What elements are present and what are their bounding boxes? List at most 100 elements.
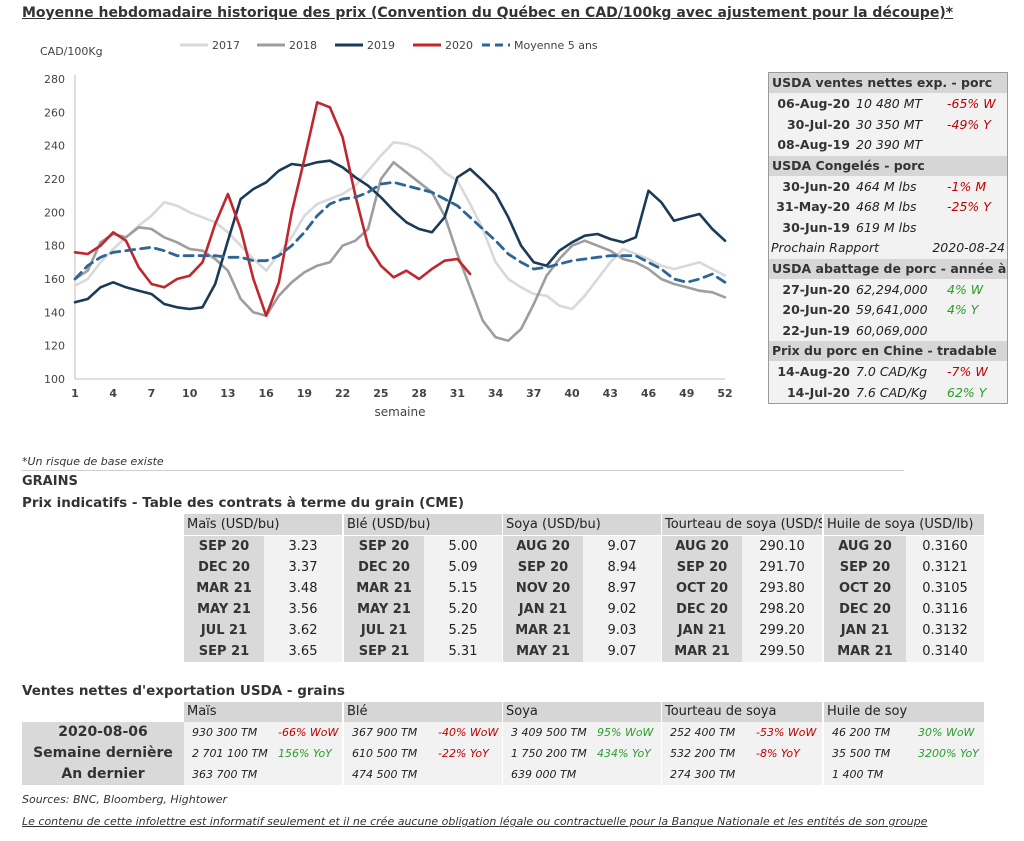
disclaimer-link[interactable]: Le contenu de cette infolettre est infor… xyxy=(22,815,928,828)
cme-contract-month: MAR 21 xyxy=(662,641,742,662)
exports-row-label: 2020-08-06 xyxy=(22,722,184,743)
cme-contract-month: MAR 21 xyxy=(344,578,424,599)
exports-cell: 252 400 TM -53% WoW xyxy=(662,722,822,743)
y-tick-label: 280 xyxy=(44,73,65,86)
cme-contract-month: MAY 21 xyxy=(184,599,264,620)
x-axis-label: semaine xyxy=(375,405,426,419)
usda-row: 30-Jul-20 30 350 MT -49% Y xyxy=(769,115,1007,135)
x-tick-label: 49 xyxy=(679,387,694,400)
exports-value: 1 750 200 TM xyxy=(511,747,587,760)
usda-row-value: 59,641,000 xyxy=(856,302,928,317)
legend-label: 2017 xyxy=(212,39,240,52)
exports-column-heading: Blé xyxy=(344,702,502,722)
cme-column-heading: Huile de soya (USD/lb) xyxy=(824,514,984,535)
usda-row-value: 468 M lbs xyxy=(856,199,917,214)
chart-title: Moyenne hebdomadaire historique des prix… xyxy=(22,5,954,21)
exports-cell: 46 200 TM 30% WoW xyxy=(824,722,984,743)
next-report-row: Prochain Rapport 2020-08-24 xyxy=(769,238,1007,258)
exports-row-label: Semaine dernière xyxy=(22,743,184,764)
cme-price: 293.80 xyxy=(742,578,822,599)
cme-price: 5.09 xyxy=(424,557,502,578)
exports-cell: 1 400 TM xyxy=(824,764,984,785)
usda-section-heading: Prix du porc en Chine - tradable xyxy=(769,341,1007,361)
exports-change: -53% WoW xyxy=(756,726,817,739)
exports-cell: 474 500 TM xyxy=(344,764,502,785)
exports-value: 363 700 TM xyxy=(192,768,258,781)
cme-price: 3.23 xyxy=(264,536,342,557)
exports-value: 274 300 TM xyxy=(670,768,736,781)
exports-cell: 363 700 TM xyxy=(184,764,342,785)
cme-contract-month: JUL 21 xyxy=(344,620,424,641)
usda-row-date: 22-Jun-19 xyxy=(782,322,850,338)
cme-contract-month: SEP 20 xyxy=(184,536,264,557)
cme-price: 290.10 xyxy=(742,536,822,557)
usda-row-value: 30 350 MT xyxy=(856,116,923,132)
cme-price: 3.37 xyxy=(264,557,342,578)
usda-row-change: -65% W xyxy=(947,96,996,111)
cme-contract-month: JAN 21 xyxy=(662,620,742,641)
x-tick-label: 52 xyxy=(717,387,732,400)
y-tick-label: 220 xyxy=(44,173,65,186)
exports-change: -40% WoW xyxy=(438,726,499,739)
exports-value: 532 200 TM xyxy=(670,747,736,760)
usda-row-date: 20-Jun-20 xyxy=(782,302,850,317)
usda-row: 31-May-20 468 M lbs -25% Y xyxy=(769,197,1007,217)
cme-price: 9.02 xyxy=(583,599,661,620)
y-tick-label: 140 xyxy=(44,306,65,319)
exports-cell: 3 409 500 TM 95% WoW xyxy=(503,722,661,743)
y-tick-label: 200 xyxy=(44,206,65,219)
cme-contract-month: JUL 21 xyxy=(184,620,264,641)
usda-section-heading: USDA ventes nettes exp. - porc xyxy=(769,73,1007,93)
exports-value: 610 500 TM xyxy=(352,747,418,760)
next-report-date: 2020-08-24 xyxy=(932,240,1005,255)
cme-contract-month: AUG 20 xyxy=(503,536,583,557)
cme-price: 0.3132 xyxy=(906,620,984,641)
x-tick-label: 13 xyxy=(220,387,235,400)
cme-contract-month: MAR 21 xyxy=(184,578,264,599)
usda-row-change: -49% Y xyxy=(947,116,991,132)
usda-row: 14-Jul-20 7.6 CAD/Kg 62% Y xyxy=(769,383,1007,403)
exports-cell: 639 000 TM xyxy=(503,764,661,785)
chart-svg: CAD/100Kg1001201401601802002202402602801… xyxy=(40,39,733,419)
y-axis-label: CAD/100Kg xyxy=(40,45,103,58)
exports-column-heading: Maïs xyxy=(184,702,342,722)
x-tick-label: 46 xyxy=(641,387,657,400)
separator xyxy=(22,470,904,471)
cme-column-heading: Maïs (USD/bu) xyxy=(184,514,342,535)
exports-change: 156% YoY xyxy=(278,747,332,760)
exports-column-heading: Soya xyxy=(503,702,661,722)
y-tick-label: 120 xyxy=(44,340,65,353)
cme-contract-month: DEC 20 xyxy=(184,557,264,578)
usda-row: 30-Jun-20 464 M lbs -1% M xyxy=(769,177,1007,197)
cme-price: 0.3140 xyxy=(906,641,984,662)
cme-price: 0.3105 xyxy=(906,578,984,599)
cme-price: 9.03 xyxy=(583,620,661,641)
price-line-chart: CAD/100Kg 100 120 140 160 180 200 220 240 260 280 1… xyxy=(20,30,740,430)
x-tick-label: 7 xyxy=(148,387,156,400)
cme-contract-month: OCT 20 xyxy=(824,578,906,599)
usda-row-date: 30-Jun-19 xyxy=(782,219,850,235)
cme-price: 9.07 xyxy=(583,536,661,557)
cme-price: 3.48 xyxy=(264,578,342,599)
exports-value: 474 500 TM xyxy=(352,768,418,781)
cme-price: 299.50 xyxy=(742,641,822,662)
cme-contract-month: JAN 21 xyxy=(503,599,583,620)
cme-price: 0.3116 xyxy=(906,599,984,620)
cme-price: 0.3160 xyxy=(906,536,984,557)
usda-row-date: 14-Jul-20 xyxy=(786,384,850,400)
y-tick-label: 160 xyxy=(44,273,65,286)
usda-row: 06-Aug-20 10 480 MT -65% W xyxy=(769,94,1007,114)
usda-row-date: 30-Jun-20 xyxy=(782,178,850,194)
cme-contract-month: DEC 20 xyxy=(662,599,742,620)
cme-column-heading: Blé (USD/bu) xyxy=(344,514,502,535)
exports-cell: 610 500 TM -22% YoY xyxy=(344,743,502,764)
usda-panel: USDA ventes nettes exp. - porc 06-Aug-20 1… xyxy=(768,72,1008,404)
x-tick-label: 37 xyxy=(526,387,541,400)
usda-row-date: 27-Jun-20 xyxy=(782,281,850,297)
x-tick-label: 40 xyxy=(564,387,580,400)
legend-label: 2019 xyxy=(367,39,395,52)
exports-change: 30% WoW xyxy=(918,726,975,739)
legend-label: 2018 xyxy=(289,39,317,52)
cme-contract-month: MAY 21 xyxy=(344,599,424,620)
x-tick-label: 4 xyxy=(109,387,117,400)
